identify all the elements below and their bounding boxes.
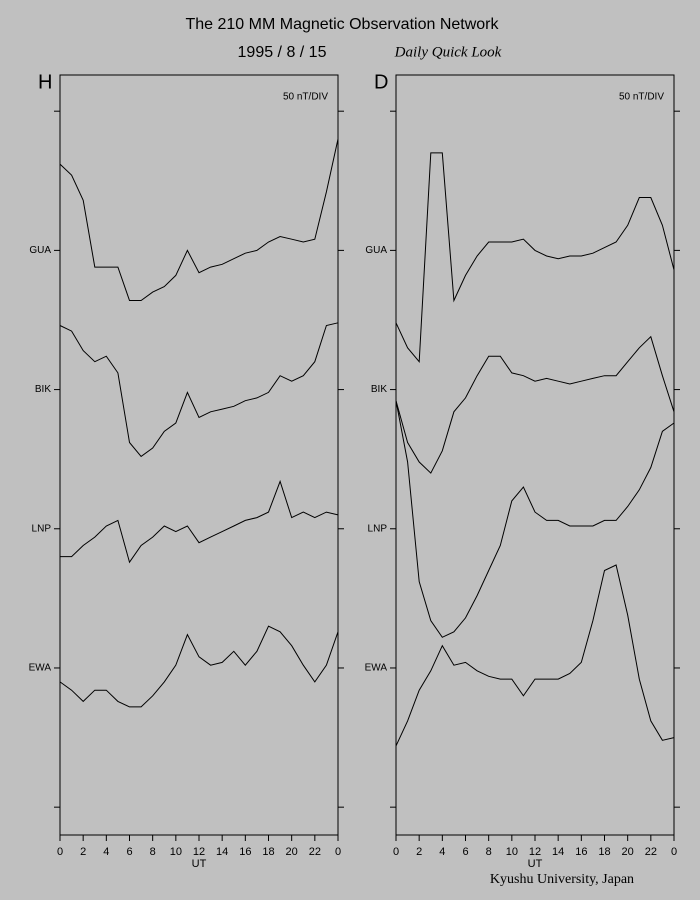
x-tick-label: 0 <box>57 846 63 858</box>
y-tick-label: GUA <box>29 245 51 256</box>
y-tick-label: BIK <box>35 384 51 395</box>
x-tick-label: 10 <box>506 846 518 858</box>
trace <box>395 152 675 363</box>
x-tick-label: 18 <box>262 846 274 858</box>
x-tick-label: 6 <box>462 846 468 858</box>
x-tick-label: 12 <box>193 846 205 858</box>
x-tick-label: 0 <box>335 846 341 858</box>
y-tick-label: GUA <box>365 245 387 256</box>
y-tick-label: LNP <box>368 523 388 534</box>
x-tick-label: 10 <box>170 846 182 858</box>
x-tick-label: 2 <box>80 846 86 858</box>
subtitle: Daily Quick Look <box>394 44 502 60</box>
plot-frame <box>59 74 339 836</box>
panel-label: D <box>374 71 388 93</box>
x-tick-label: 8 <box>150 846 156 858</box>
x-axis-label: UT <box>528 858 543 870</box>
x-tick-label: 2 <box>416 846 422 858</box>
trace <box>59 322 339 458</box>
trace <box>59 138 339 301</box>
y-tick-label: EWA <box>29 663 52 674</box>
x-tick-label: 22 <box>645 846 657 858</box>
trace <box>395 335 675 474</box>
scale-label: 50 nT/DIV <box>619 92 664 103</box>
x-tick-label: 0 <box>393 846 399 858</box>
x-tick-label: 0 <box>671 846 677 858</box>
trace <box>395 400 675 638</box>
panel-label: H <box>38 71 52 93</box>
footer: Kyushu University, Japan <box>490 872 634 887</box>
x-tick-label: 4 <box>103 846 109 858</box>
x-tick-label: 18 <box>598 846 610 858</box>
x-tick-label: 14 <box>216 846 228 858</box>
y-tick-label: EWA <box>365 663 388 674</box>
y-tick-label: LNP <box>32 523 52 534</box>
trace <box>60 479 339 564</box>
x-tick-label: 20 <box>286 846 298 858</box>
trace <box>395 564 675 747</box>
plot-frame <box>395 74 675 836</box>
x-tick-label: 12 <box>529 846 541 858</box>
x-tick-label: 8 <box>486 846 492 858</box>
scale-label: 50 nT/DIV <box>283 92 328 103</box>
x-tick-label: 4 <box>439 846 445 858</box>
x-tick-label: 16 <box>575 846 587 858</box>
x-tick-label: 6 <box>126 846 132 858</box>
trace <box>59 625 339 708</box>
chart-title: The 210 MM Magnetic Observation Network <box>185 16 499 33</box>
x-tick-label: 16 <box>239 846 251 858</box>
y-tick-label: BIK <box>371 384 387 395</box>
x-axis-label: UT <box>192 858 207 870</box>
x-tick-label: 14 <box>552 846 564 858</box>
x-tick-label: 22 <box>309 846 321 858</box>
x-tick-label: 20 <box>622 846 634 858</box>
date: 1995 / 8 / 15 <box>238 44 327 61</box>
